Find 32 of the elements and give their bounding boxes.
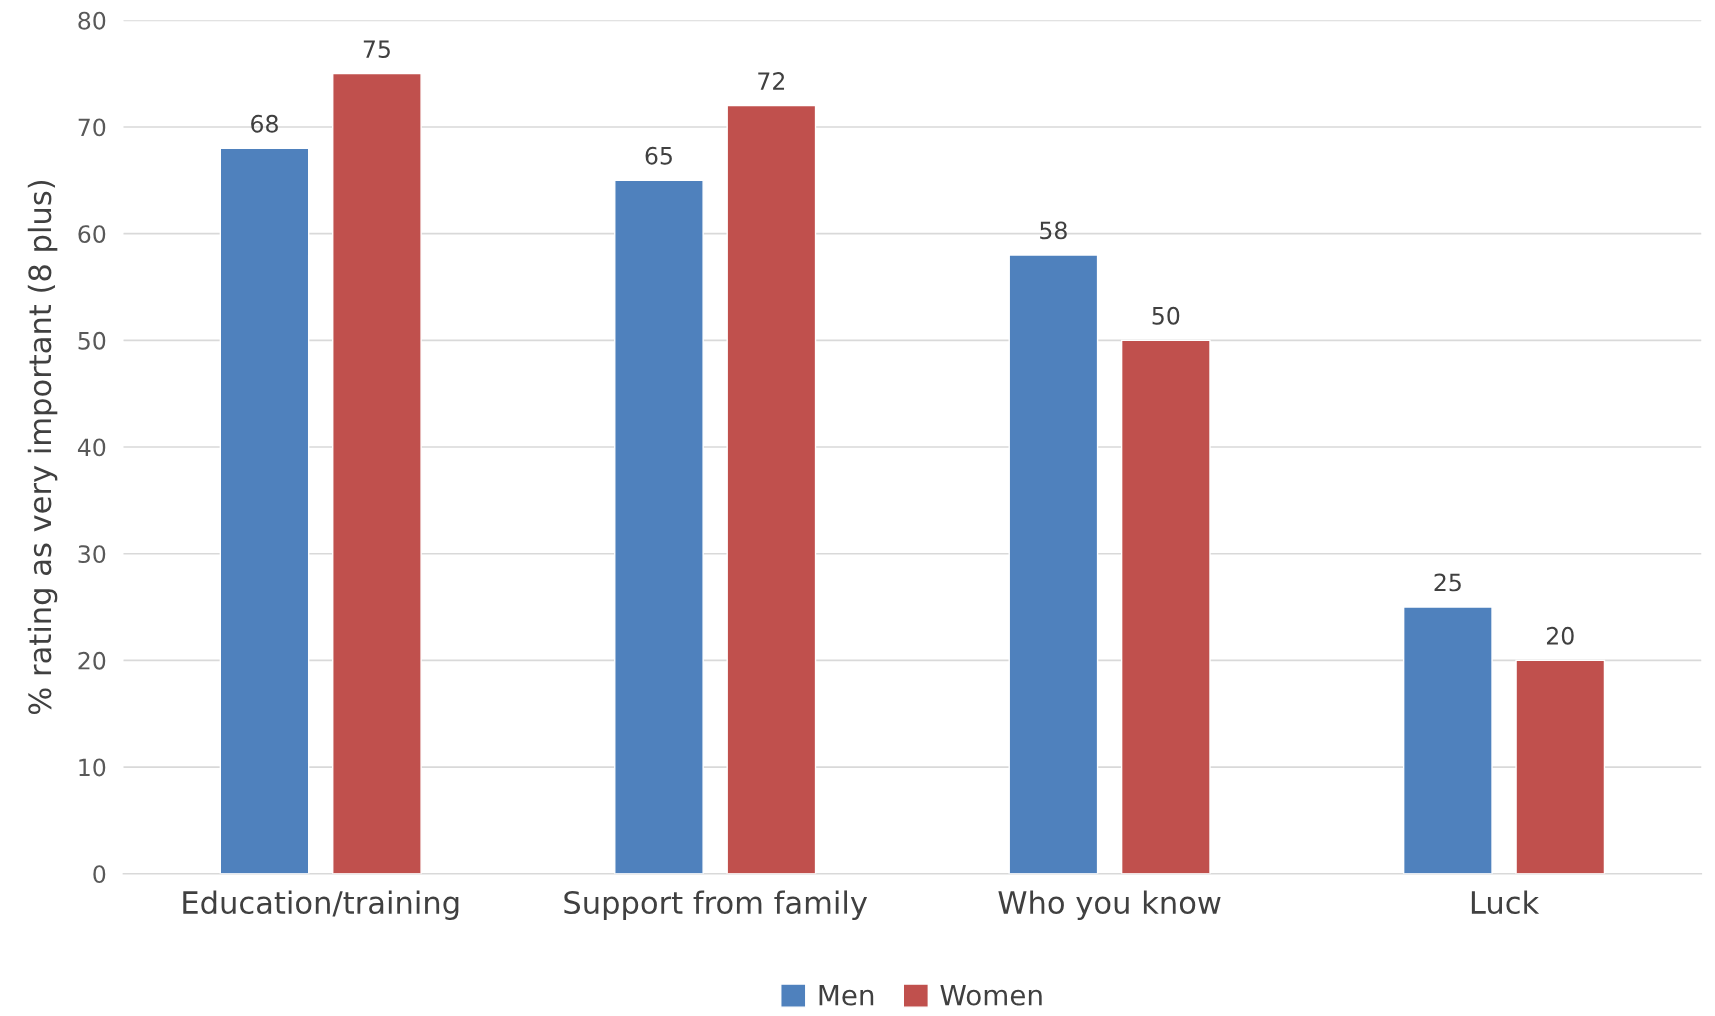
bar (332, 72, 422, 874)
bar (726, 104, 817, 874)
x-tick-label: Support from family (564, 890, 868, 920)
y-tick-label: 60 (78, 225, 106, 243)
x-tick-label: Who you know (998, 890, 1221, 920)
data-label: 65 (645, 146, 672, 165)
data-label: 72 (758, 72, 785, 90)
y-tick-label: 0 (93, 865, 106, 884)
bar (1120, 339, 1211, 874)
y-axis-title: % rating as very important (8 plus) (27, 180, 58, 715)
data-label: 25 (1434, 573, 1461, 592)
bar (614, 179, 704, 874)
data-label: 50 (1152, 306, 1180, 325)
bar (1402, 606, 1493, 874)
bar (1515, 659, 1606, 874)
bar (1008, 254, 1099, 874)
y-tick-label: 80 (78, 11, 106, 30)
legend-label: Men (819, 984, 874, 1006)
y-tick-label: 40 (77, 438, 106, 457)
y-tick-label: 20 (78, 651, 106, 670)
data-label: 20 (1546, 626, 1574, 645)
y-tick-label: 50 (78, 331, 106, 350)
bar (219, 147, 310, 874)
data-label: 68 (251, 114, 278, 133)
x-tick-label: Luck (1471, 890, 1540, 915)
data-label: 75 (363, 40, 390, 58)
y-tick-label: 70 (78, 118, 106, 137)
y-tick-label: 30 (78, 545, 106, 564)
y-tick-label: 10 (79, 758, 106, 777)
x-tick-label: Education/training (183, 890, 459, 920)
data-label: 58 (1040, 221, 1067, 240)
legend-label: Women (940, 984, 1042, 1006)
